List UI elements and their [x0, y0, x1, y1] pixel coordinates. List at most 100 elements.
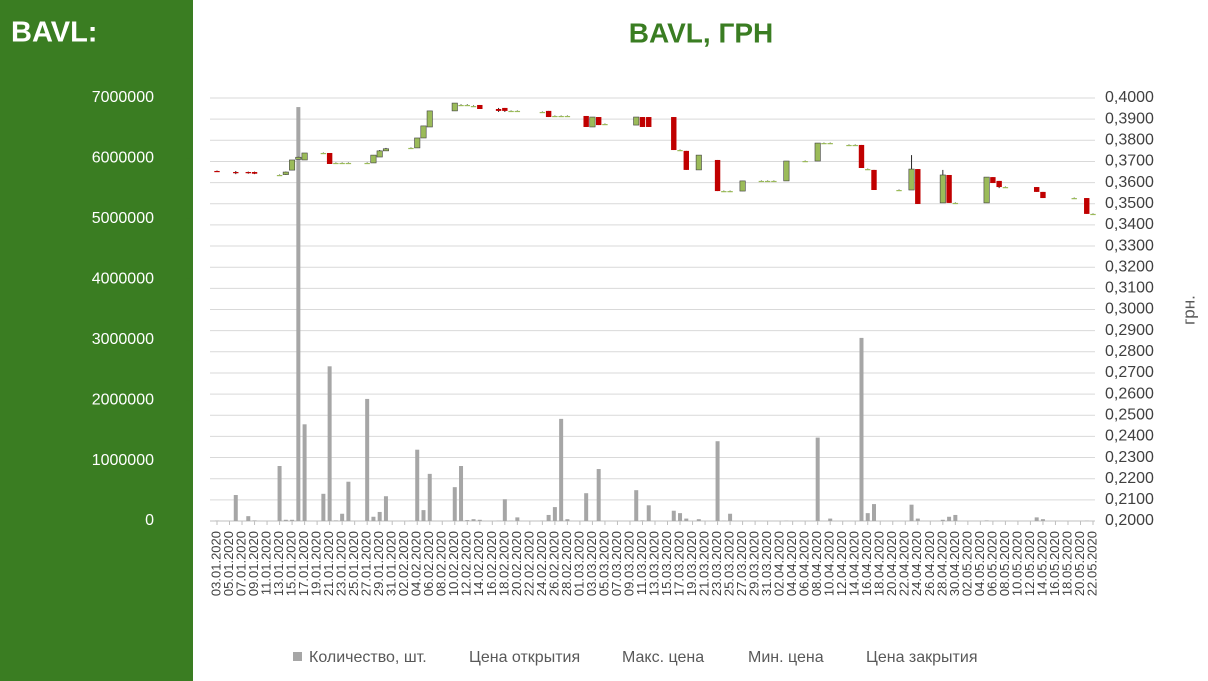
x-tick-label: 17.01.2020	[296, 531, 311, 596]
candle-body	[301, 152, 308, 161]
x-tick-label: 22.04.2020	[897, 531, 912, 596]
x-tick-label: 19.03.2020	[684, 531, 699, 596]
candle-body	[721, 191, 727, 193]
volume-bar	[696, 519, 701, 521]
candle-body	[214, 170, 220, 173]
volume-bar	[640, 520, 645, 521]
x-tick-label: 22.05.2020	[1084, 531, 1099, 596]
sidebar-title: BAVL:	[11, 17, 97, 49]
x-tick-label: 06.02.2020	[421, 531, 436, 596]
candle-body	[677, 150, 683, 152]
x-tick-label: 11.03.2020	[634, 531, 649, 595]
candle-body	[364, 162, 370, 165]
volume-bar	[715, 441, 720, 521]
volume-bar	[290, 519, 295, 521]
candle-body	[414, 137, 421, 149]
volume-bar	[371, 516, 376, 521]
candle-body	[514, 110, 521, 113]
volume-bar	[552, 507, 557, 521]
candle-body	[814, 142, 821, 162]
x-tick-label: 21.01.2020	[321, 531, 336, 596]
volume-bar	[872, 504, 876, 521]
volume-bar	[452, 487, 457, 521]
y2-tick-label: 0,2200	[1105, 470, 1154, 487]
candle-body	[1040, 191, 1046, 199]
y2-tick-label: 0,3300	[1105, 237, 1154, 254]
x-tick-label: 04.04.2020	[784, 531, 799, 596]
candle-body	[683, 150, 689, 170]
candle-body	[764, 180, 771, 183]
candle-body	[282, 171, 289, 175]
candle-body	[695, 154, 702, 171]
volume-bar	[684, 518, 689, 521]
candle-body	[739, 180, 746, 192]
x-tick-label: 16.02.2020	[484, 531, 499, 596]
volume-bar	[252, 520, 257, 521]
candle-body	[458, 104, 464, 107]
candle-body	[408, 147, 414, 150]
y2-axis-label: грн.	[1179, 295, 1198, 325]
legend-label: Цена открытия	[469, 649, 580, 666]
y-tick-label: 1000000	[92, 452, 154, 469]
legend-label: Мин. цена	[748, 649, 824, 666]
volume-bar	[427, 473, 432, 521]
volume-bar	[502, 499, 507, 521]
candle-body	[464, 104, 470, 107]
y2-tick-label: 0,3000	[1105, 301, 1154, 318]
x-tick-label: 07.01.2020	[233, 531, 248, 596]
candle-body	[671, 117, 677, 151]
candle-body	[451, 102, 458, 112]
candle-body	[333, 162, 339, 165]
x-tick-label: 03.01.2020	[208, 531, 223, 596]
candle-body	[420, 125, 427, 139]
volume-bar	[634, 490, 639, 521]
candle-body	[714, 159, 721, 192]
legend-label: Цена закрытия	[866, 649, 977, 666]
candle-body	[245, 172, 251, 174]
y2-tick-label: 0,3700	[1105, 153, 1154, 170]
volume-bar	[277, 466, 282, 521]
volume-bar	[283, 519, 288, 521]
candle-body	[602, 124, 608, 126]
y2-tick-label: 0,3200	[1105, 258, 1154, 275]
x-tick-label: 10.04.2020	[822, 531, 837, 596]
x-tick-label: 04.05.2020	[972, 531, 987, 596]
candle-body	[583, 115, 589, 127]
x-tick-label: 24.04.2020	[909, 531, 924, 596]
candle-body	[990, 177, 996, 184]
volume-bar	[565, 519, 570, 521]
candle-body	[470, 106, 477, 108]
candle-body	[946, 174, 952, 203]
volume-bar	[333, 520, 338, 521]
candle-body	[952, 202, 959, 205]
volume-bar	[365, 398, 370, 521]
x-tick-label: 18.02.2020	[496, 531, 511, 596]
x-tick-label: 01.03.2020	[571, 531, 586, 596]
candle-body	[827, 143, 833, 145]
y2-tick-label: 0,3500	[1105, 195, 1154, 212]
x-tick-label: 04.02.2020	[409, 531, 424, 596]
candle-body	[558, 115, 564, 118]
volume-bar	[865, 513, 870, 521]
volume-bar	[596, 469, 601, 521]
candle-body	[758, 180, 765, 183]
x-tick-label: 07.03.2020	[609, 531, 624, 596]
x-tick-label: 13.03.2020	[646, 531, 661, 596]
volume-bar	[678, 513, 683, 521]
volume-bar	[815, 437, 820, 521]
y2-tick-label: 0,2800	[1105, 343, 1154, 360]
x-tick-label: 02.04.2020	[772, 531, 787, 596]
volume-bar	[421, 510, 426, 521]
volume-bar	[415, 449, 420, 521]
volume-bar	[302, 424, 307, 521]
volume-bar	[1040, 519, 1045, 521]
candle-body	[320, 152, 327, 155]
x-tick-label: 11.01.2020	[258, 531, 273, 595]
volume-bar	[559, 418, 564, 521]
candle-body	[1002, 187, 1009, 189]
volume-bar	[584, 493, 589, 521]
volume-bar	[947, 516, 952, 521]
volume-bar	[828, 518, 833, 521]
x-tick-label: 21.03.2020	[696, 531, 711, 596]
y2-tick-label: 0,3600	[1105, 174, 1154, 191]
